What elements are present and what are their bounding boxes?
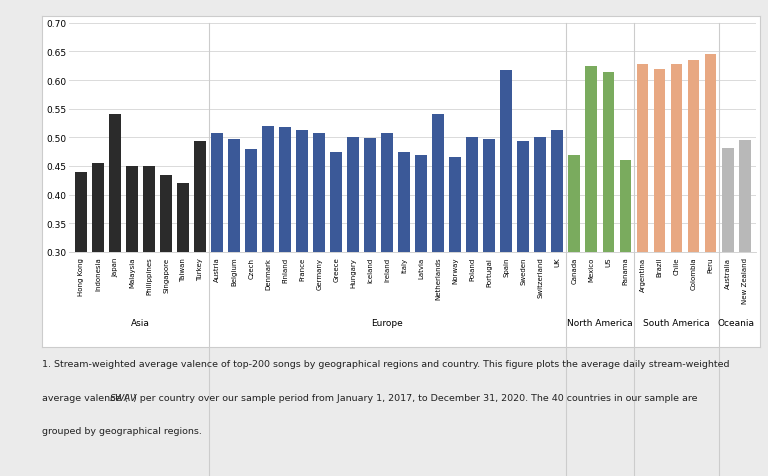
Bar (194, 142, 206, 424)
Bar (670, 65, 683, 424)
Bar (109, 115, 121, 424)
Bar (739, 141, 750, 424)
Bar (432, 115, 444, 424)
Bar (399, 152, 410, 424)
Bar (501, 71, 512, 424)
Bar (722, 149, 733, 424)
Bar (415, 155, 427, 424)
Bar (466, 138, 478, 424)
Bar (280, 128, 291, 424)
Bar (245, 149, 257, 424)
Bar (568, 155, 581, 424)
Bar (143, 167, 155, 424)
Text: average valence (: average valence ( (42, 393, 128, 402)
Bar (330, 152, 343, 424)
Bar (535, 138, 546, 424)
Bar (92, 164, 104, 424)
Bar (637, 65, 648, 424)
Text: SWAV: SWAV (111, 393, 137, 402)
Bar (296, 130, 308, 424)
Text: North America: North America (567, 318, 633, 327)
Bar (704, 55, 717, 424)
Text: ) per country over our sample period from January 1, 2017, to December 31, 2020.: ) per country over our sample period fro… (133, 393, 697, 402)
Bar (313, 133, 325, 424)
Bar (551, 131, 564, 424)
Bar (654, 69, 665, 424)
Bar (126, 167, 138, 424)
Bar (228, 140, 240, 424)
Bar (262, 127, 274, 424)
Text: grouped by geographical regions.: grouped by geographical regions. (42, 426, 202, 435)
Bar (177, 184, 189, 424)
Text: Oceania: Oceania (717, 318, 755, 327)
Bar (585, 67, 598, 424)
Bar (211, 133, 223, 424)
Bar (382, 133, 393, 424)
Bar (518, 141, 529, 424)
Bar (687, 61, 700, 424)
Bar (449, 158, 462, 424)
Bar (347, 138, 359, 424)
Text: 1. Stream-weighted average valence of top-200 songs by geographical regions and : 1. Stream-weighted average valence of to… (42, 359, 730, 368)
Bar (620, 161, 631, 424)
Bar (75, 172, 87, 424)
Text: Asia: Asia (131, 318, 150, 327)
Text: South America: South America (644, 318, 710, 327)
Bar (161, 175, 172, 424)
Bar (483, 140, 495, 424)
Text: Europe: Europe (372, 318, 403, 327)
Bar (364, 139, 376, 424)
Bar (603, 72, 614, 424)
